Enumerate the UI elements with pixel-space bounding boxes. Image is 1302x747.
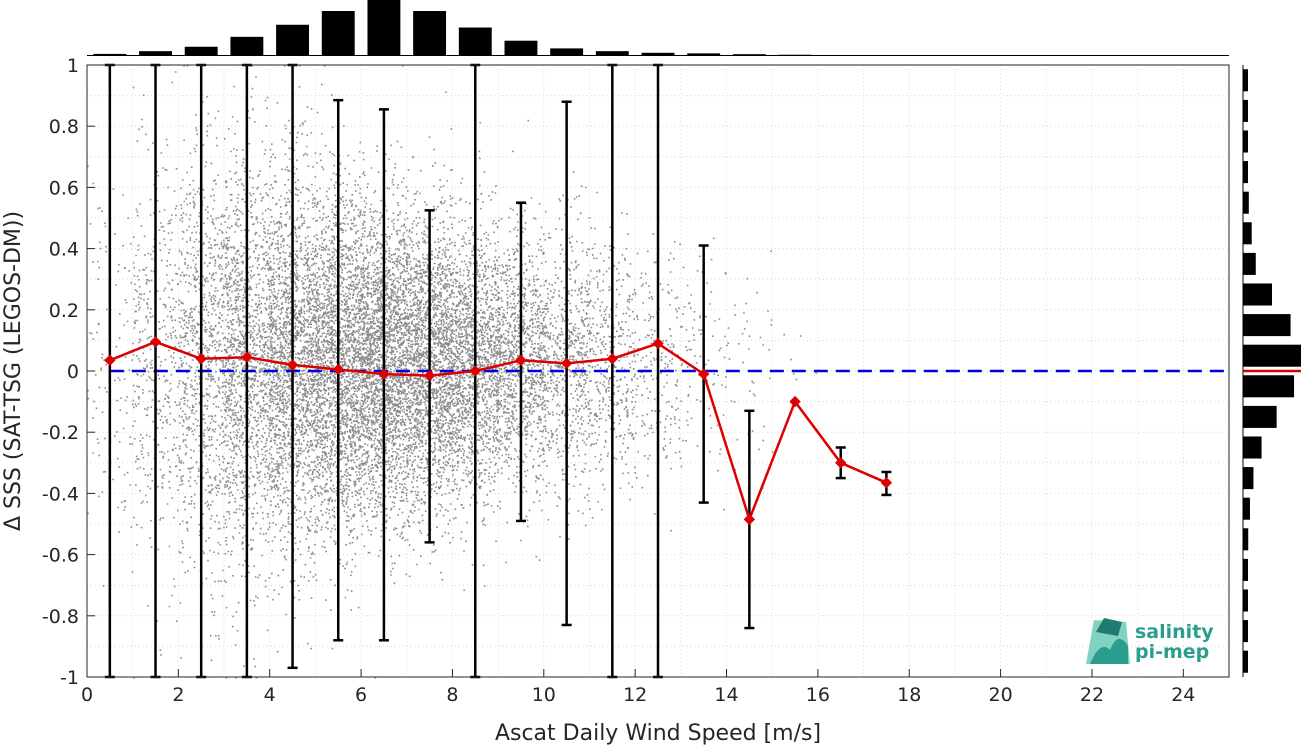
x-tick-label: 20 bbox=[989, 684, 1013, 706]
x-histogram-bar bbox=[778, 54, 812, 56]
y-histogram-bar bbox=[1243, 436, 1262, 459]
median-point bbox=[469, 365, 481, 377]
median-point bbox=[515, 354, 527, 366]
median-line bbox=[109, 340, 887, 524]
median-point bbox=[835, 457, 847, 469]
x-histogram-bar bbox=[184, 46, 218, 55]
y-histogram-bar bbox=[1243, 130, 1248, 153]
x-tick-label: 22 bbox=[1080, 684, 1104, 706]
y-tick-label: -0.6 bbox=[42, 545, 79, 567]
x-tick-label: 10 bbox=[532, 684, 556, 706]
y-tick-label: 0.4 bbox=[49, 239, 79, 261]
y-histogram-bar bbox=[1243, 558, 1248, 581]
x-histogram-bar bbox=[139, 51, 172, 55]
x-histogram-bar bbox=[687, 53, 721, 55]
logo-line-1: salinity bbox=[1135, 621, 1214, 643]
median-point bbox=[606, 353, 619, 365]
y-histogram-bar bbox=[1243, 252, 1256, 275]
x-histogram-bar bbox=[504, 40, 538, 55]
x-histogram-bar bbox=[458, 27, 492, 55]
median-point bbox=[378, 368, 390, 380]
x-axis-title: Ascat Daily Wind Speed [m/s] bbox=[495, 721, 821, 746]
axes-frame bbox=[86, 64, 1230, 678]
x-tick-label: 4 bbox=[264, 684, 276, 706]
y-axis-title: Δ SSS (SAT-TSG (LEGOS-DM)) bbox=[1, 211, 26, 531]
median-point bbox=[195, 353, 207, 365]
y-histogram-bar bbox=[1243, 589, 1248, 612]
y-histogram-bar bbox=[1243, 375, 1295, 398]
logo-mark-icon bbox=[1086, 618, 1130, 664]
x-histogram bbox=[87, 0, 1229, 56]
x-histogram-bar bbox=[321, 11, 355, 55]
y-histogram-bar bbox=[1243, 467, 1254, 490]
median-point bbox=[697, 368, 710, 380]
y-histogram-bar bbox=[1243, 497, 1250, 520]
logo-line-2: pi-mep bbox=[1135, 641, 1209, 663]
median-point bbox=[104, 354, 116, 366]
y-histogram-bar bbox=[1243, 314, 1291, 337]
x-histogram-bar bbox=[93, 53, 127, 55]
x-histogram-bar bbox=[595, 51, 629, 55]
x-tick-label: 8 bbox=[446, 684, 458, 706]
x-tick-label: 24 bbox=[1171, 684, 1195, 706]
y-histogram-bar bbox=[1243, 161, 1248, 184]
x-histogram-bar bbox=[276, 24, 310, 55]
median-point bbox=[880, 476, 893, 489]
x-histogram-bar bbox=[230, 36, 264, 55]
x-histogram-bar bbox=[550, 48, 584, 55]
y-histogram-bar bbox=[1243, 650, 1248, 673]
salinity-pimep-logo: salinity pi-mep bbox=[1086, 618, 1214, 664]
y-histogram-bar bbox=[1243, 222, 1252, 245]
median-point bbox=[560, 357, 573, 370]
x-histogram-bar bbox=[732, 54, 766, 56]
median-point bbox=[423, 369, 436, 382]
x-tick-label: 14 bbox=[714, 684, 738, 706]
y-tick-label: -0.8 bbox=[42, 606, 79, 628]
median-point bbox=[652, 337, 664, 350]
median-series bbox=[104, 336, 893, 526]
y-tick-label: 1 bbox=[67, 55, 79, 77]
tick-labels: 0 2 4 6 8 10 12 14 16 18 20 22 24-1-0.8-0.6-0.4-0.20… bbox=[42, 55, 1195, 706]
x-tick-label: 2 bbox=[172, 684, 184, 706]
median-point bbox=[743, 513, 756, 526]
median-point bbox=[241, 351, 253, 363]
x-tick-label: 0 bbox=[81, 684, 93, 706]
y-histogram bbox=[1242, 65, 1301, 677]
y-histogram-bar bbox=[1243, 620, 1248, 643]
y-histogram-bar bbox=[1243, 528, 1249, 551]
x-tick-label: 16 bbox=[806, 684, 830, 706]
x-tick-label: 12 bbox=[623, 684, 647, 706]
x-histogram-bar bbox=[413, 11, 447, 55]
y-tick-label: -0.2 bbox=[42, 422, 79, 444]
y-tick-label: 0.6 bbox=[49, 177, 79, 199]
x-histogram-bar bbox=[641, 52, 675, 55]
median-point bbox=[789, 395, 801, 408]
y-tick-label: -1 bbox=[60, 667, 79, 689]
y-tick-label: -0.4 bbox=[42, 483, 79, 505]
y-tick-label: 0.2 bbox=[49, 300, 79, 322]
x-histogram-bar bbox=[367, 0, 401, 55]
y-histogram-bar bbox=[1243, 69, 1248, 92]
x-tick-label: 18 bbox=[897, 684, 921, 706]
y-histogram-bar bbox=[1243, 191, 1249, 214]
y-tick-label: 0.8 bbox=[49, 116, 79, 138]
y-histogram-bar bbox=[1243, 283, 1272, 306]
x-tick-label: 6 bbox=[355, 684, 367, 706]
y-histogram-bar bbox=[1243, 344, 1301, 367]
y-histogram-bar bbox=[1243, 99, 1248, 122]
median-point bbox=[149, 336, 162, 348]
y-tick-label: 0 bbox=[67, 361, 79, 383]
y-histogram-bar bbox=[1243, 405, 1277, 428]
median-point bbox=[332, 363, 344, 376]
median-point bbox=[286, 359, 299, 371]
